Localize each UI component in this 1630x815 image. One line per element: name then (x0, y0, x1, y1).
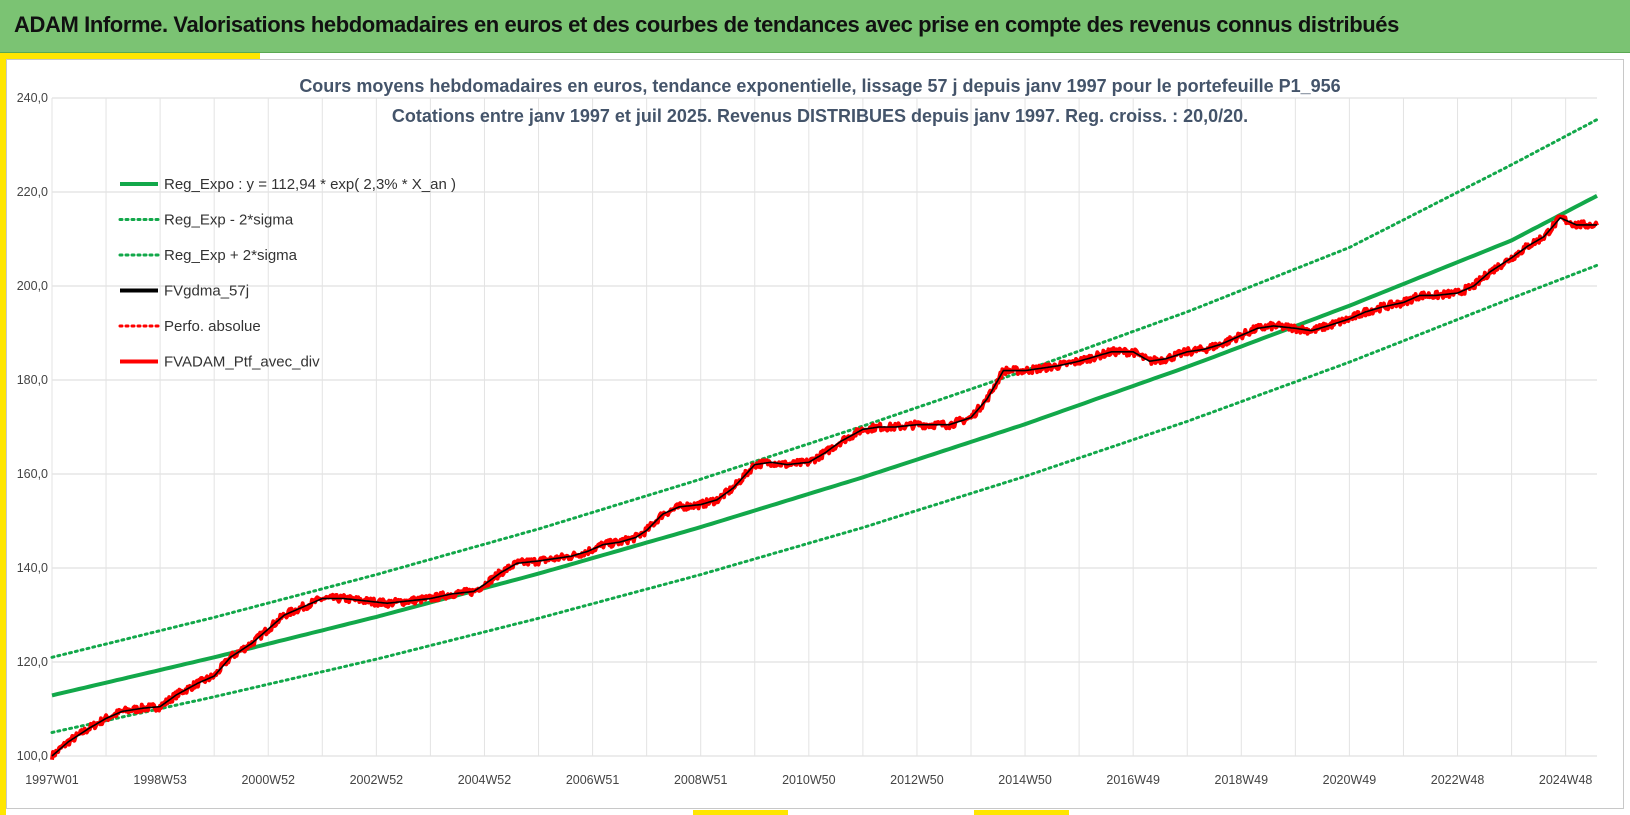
x-tick-label: 2004W52 (458, 773, 512, 787)
page-title: ADAM Informe. Valorisations hebdomadaire… (14, 12, 1399, 37)
gridlines (51, 97, 1597, 757)
yellow-accent-top (6, 53, 260, 59)
x-tick-label: 2022W48 (1431, 773, 1485, 787)
legend: Reg_Expo : y = 112,94 * exp( 2,3% * X_an… (118, 176, 456, 371)
yellow-accent-bottom (693, 810, 788, 815)
x-tick-label: 2024W48 (1539, 773, 1593, 787)
legend-label: FVgdma_57j (164, 283, 249, 300)
x-tick-label: 2010W50 (782, 773, 836, 787)
series-reg-minus-2sigma (50, 263, 1599, 734)
x-tick-label: 2000W52 (241, 773, 295, 787)
series-group (50, 118, 1599, 761)
series-reg-plus-2sigma (50, 118, 1599, 659)
x-tick-label: 2012W50 (890, 773, 944, 787)
legend-label: Perfo. absolue (164, 318, 261, 335)
yellow-accent-bottom (974, 810, 1069, 815)
legend-label: FVADAM_Ptf_avec_div (164, 354, 320, 371)
header-bar: ADAM Informe. Valorisations hebdomadaire… (0, 0, 1630, 53)
y-tick-label: 140,0 (17, 561, 48, 575)
x-tick-label: 2014W50 (998, 773, 1052, 787)
legend-label: Reg_Exp - 2*sigma (164, 212, 294, 229)
axis-ticks: 100,0 120,0 140,0 160,0 180,0 200,0 220,0 240,0… (17, 91, 1593, 787)
x-tick-label: 1998W53 (133, 773, 187, 787)
y-tick-label: 240,0 (17, 91, 48, 105)
yellow-accent-left (0, 53, 6, 815)
chart-title-line1: Cours moyens hebdomadaires en euros, ten… (299, 76, 1340, 96)
y-tick-label: 180,0 (17, 373, 48, 387)
y-tick-label: 120,0 (17, 655, 48, 669)
series-fvadam-ptf-avec-div (50, 214, 1599, 761)
y-tick-label: 220,0 (17, 185, 48, 199)
x-tick-label: 2006W51 (566, 773, 620, 787)
x-tick-label: 2016W49 (1106, 773, 1160, 787)
y-tick-label: 200,0 (17, 279, 48, 293)
x-tick-label: 1997W01 (25, 773, 79, 787)
x-tick-label: 2018W49 (1215, 773, 1269, 787)
x-tick-label: 2008W51 (674, 773, 728, 787)
y-tick-label: 160,0 (17, 467, 48, 481)
legend-label: Reg_Expo : y = 112,94 * exp( 2,3% * X_an… (164, 176, 456, 193)
y-tick-label: 100,0 (17, 749, 48, 763)
x-tick-label: 2002W52 (350, 773, 404, 787)
series-reg-expo (51, 194, 1598, 698)
x-tick-label: 2020W49 (1323, 773, 1377, 787)
series-fvgdma-57j (51, 216, 1597, 757)
legend-label: Reg_Exp + 2*sigma (164, 247, 298, 264)
chart-title-line2: Cotations entre janv 1997 et juil 2025. … (392, 106, 1248, 126)
